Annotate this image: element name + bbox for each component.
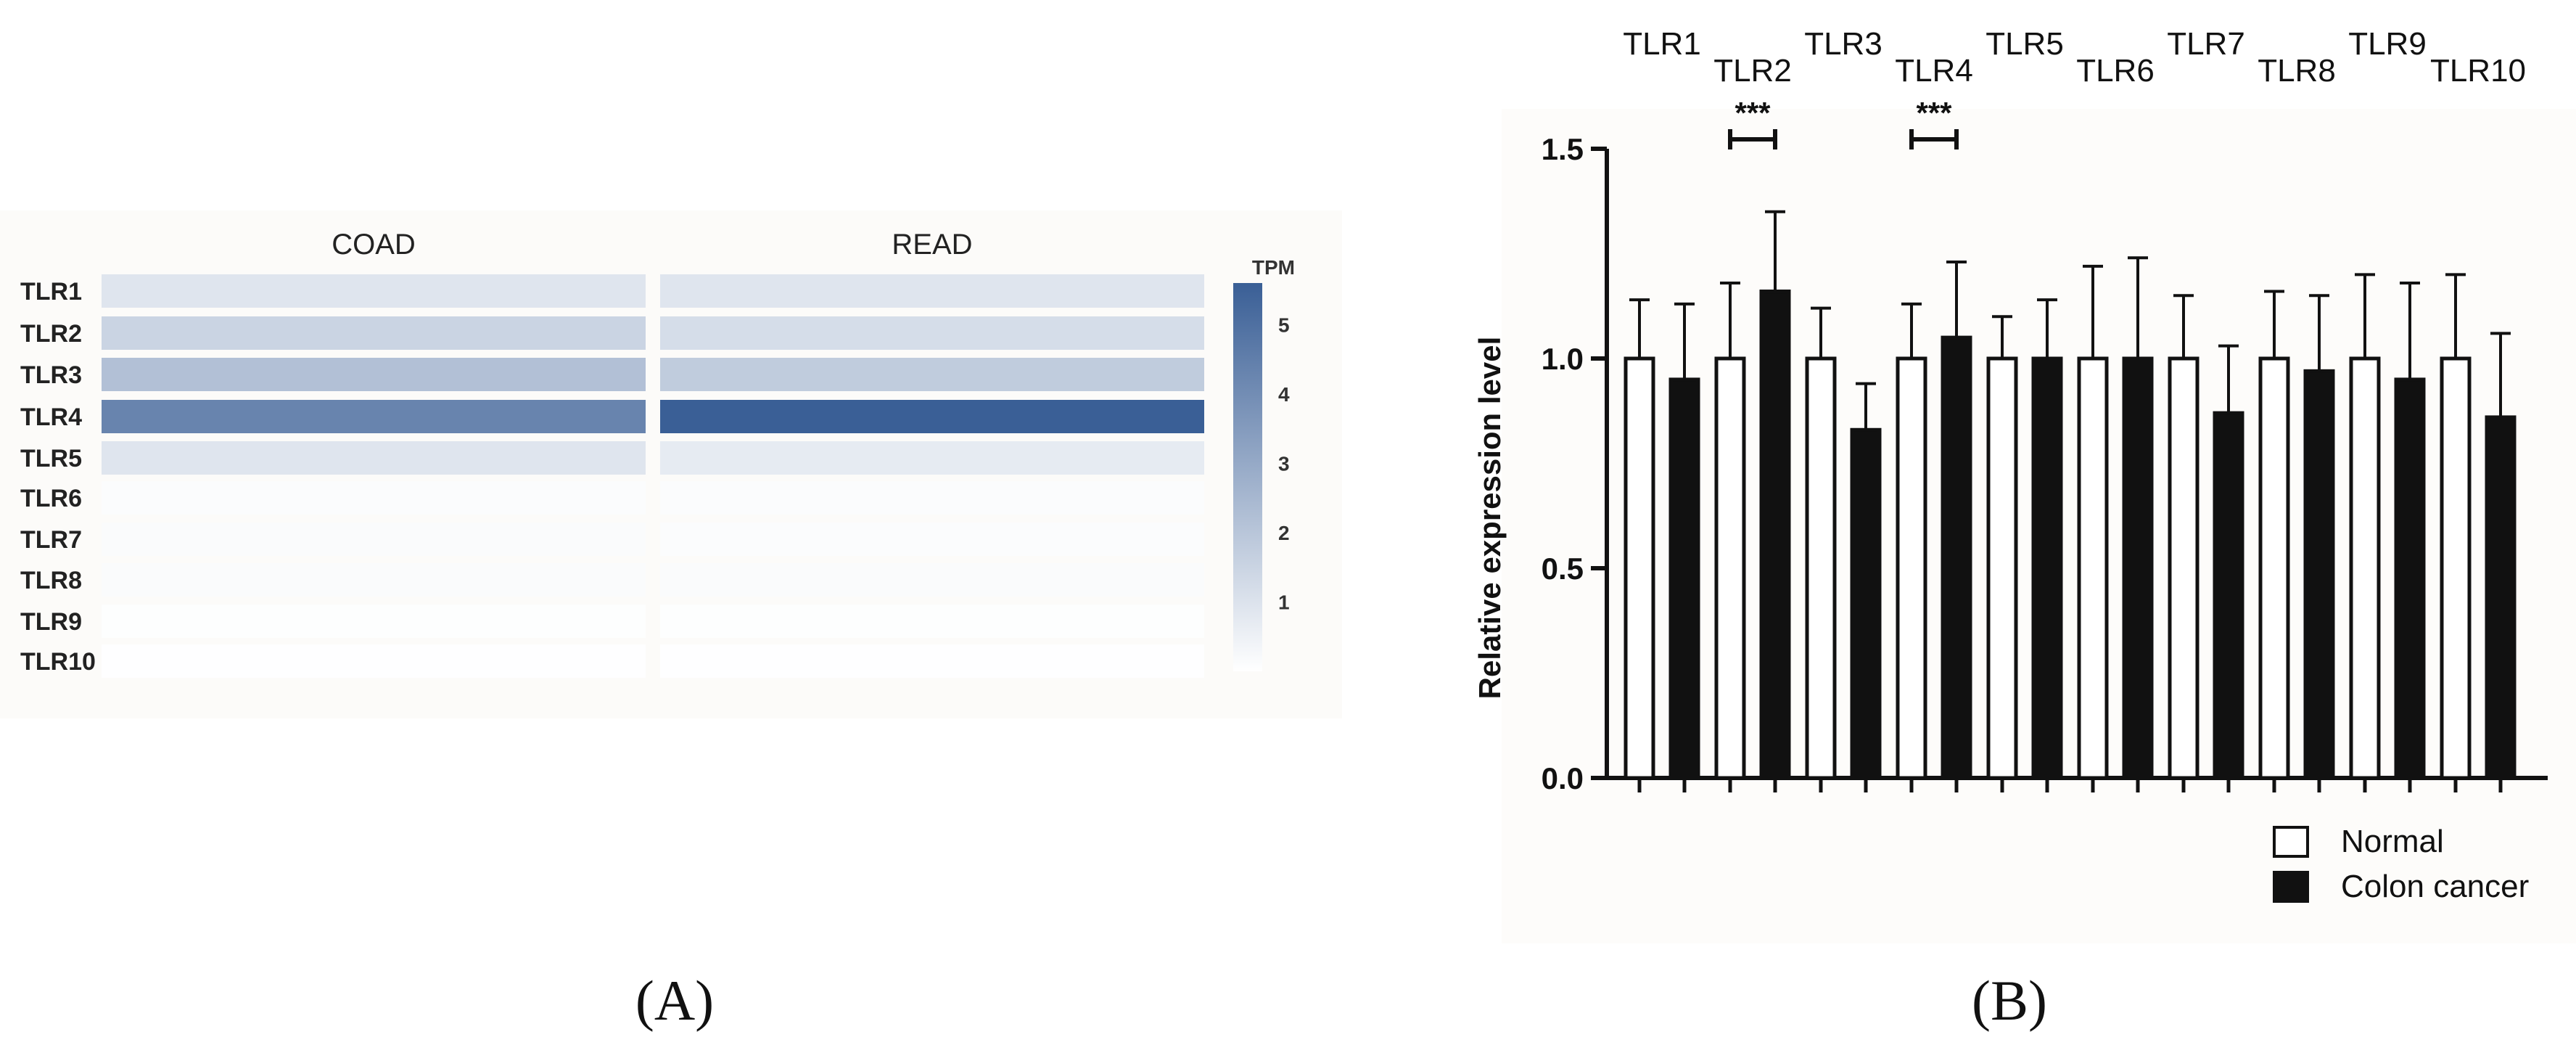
colorbar-tick-label: 5 [1278,314,1290,336]
heatmap-cell [660,400,1204,433]
bar-normal [1896,356,1927,780]
colorbar-tick-label: 3 [1278,452,1290,475]
heatmap-cell [102,605,646,638]
heatmap-cell [102,563,646,597]
bar-normal [2440,356,2472,780]
bar-cancer [1759,290,1791,780]
heatmap-row-label: TLR7 [20,526,82,554]
heatmap-cell [660,316,1204,350]
heatmap-panel: COAD READ TLR1 TLR2 TLR3 TLR4 TLR5 TLR6 TLR7 TLR8… [20,229,1204,678]
heatmap-row-label: TLR1 [20,278,82,306]
bar-cancer [1668,377,1700,780]
heatmap-cell [660,644,1204,678]
colorbar-tick-label: 4 [1278,383,1290,406]
heatmap-cell [102,523,646,556]
heatmap-row-label: TLR6 [20,485,82,512]
category-label: TLR8 [2258,53,2336,89]
legend-label: Colon cancer [2341,869,2529,904]
category-label: TLR9 [2348,26,2427,62]
heatmap-column-label: COAD [332,229,416,261]
heatmap-row-label: TLR8 [20,567,82,594]
y-tick-label: 0.0 [1542,761,1584,795]
bar-normal [1714,356,1746,780]
category-label: TLR1 [1623,26,1701,62]
heatmap-cell [660,481,1204,515]
heatmap-cell [660,523,1204,556]
heatmap-row-label: TLR4 [20,403,82,431]
bar-cancer [2031,356,2063,780]
bar-cancer [1850,427,1882,780]
bar-cancer [1941,335,1972,780]
significance-label: *** [1916,96,1952,130]
category-label: TLR10 [2430,53,2526,89]
bar-normal [1624,356,1655,780]
legend-swatch [2273,871,2309,903]
heatmap-cell [102,400,646,433]
bar-cancer [2394,377,2426,780]
category-label: TLR5 [1986,26,2064,62]
heatmap-cell [102,274,646,308]
bar-cancer [2213,411,2244,780]
heatmap-row-label: TLR10 [20,648,96,676]
bar-normal [1986,356,2018,780]
heatmap-cell [660,358,1204,391]
heatmap-cell [660,441,1204,475]
colorbar: TPM 1 2 3 4 5 [1233,256,1295,671]
category-label: TLR4 [1895,53,1973,89]
bar-normal [1805,356,1837,780]
y-tick-label: 0.5 [1542,552,1584,586]
heatmap-cell [660,605,1204,638]
colorbar-tick-label: 1 [1278,591,1290,613]
heatmap-row-label: TLR5 [20,445,82,472]
heatmap-row-label: TLR2 [20,320,82,348]
y-axis-title: Relative expression level [1473,337,1507,700]
significance-label: *** [1735,96,1771,130]
colorbar-tick-label: 2 [1278,522,1290,544]
colorbar-bar [1233,283,1262,671]
legend-swatch [2273,826,2309,858]
bar-normal [2258,356,2290,780]
heatmap-cell [102,481,646,515]
bar-normal [2349,356,2381,780]
y-tick-label: 1.5 [1542,132,1584,166]
heatmap-row-label: TLR3 [20,361,82,389]
bar-normal [2077,356,2109,780]
bar-cancer [2485,415,2517,780]
panel-label-b: (B) [1972,969,2047,1032]
category-label: TLR7 [2167,26,2245,62]
category-label: TLR2 [1713,53,1792,89]
bar-cancer [2303,369,2335,780]
heatmap-cell [102,316,646,350]
colorbar-title: TPM [1252,256,1295,279]
heatmap-row-label: TLR9 [20,608,82,636]
heatmap-column-label: READ [892,229,972,261]
heatmap-cell [660,274,1204,308]
bar-chart-panel: 0.0 0.5 1.0 1.5 Relative expression level TLR… [1473,26,2576,943]
heatmap-cell [102,358,646,391]
category-label: TLR3 [1804,26,1882,62]
bar-cancer [2122,356,2154,780]
panel-label-a: (A) [635,969,714,1032]
heatmap-cell [660,563,1204,597]
legend-label: Normal [2341,824,2444,859]
heatmap-cell [102,441,646,475]
heatmap-cell [102,644,646,678]
category-label: TLR6 [2076,53,2155,89]
bar-normal [2168,356,2200,780]
y-tick-label: 1.0 [1542,342,1584,376]
